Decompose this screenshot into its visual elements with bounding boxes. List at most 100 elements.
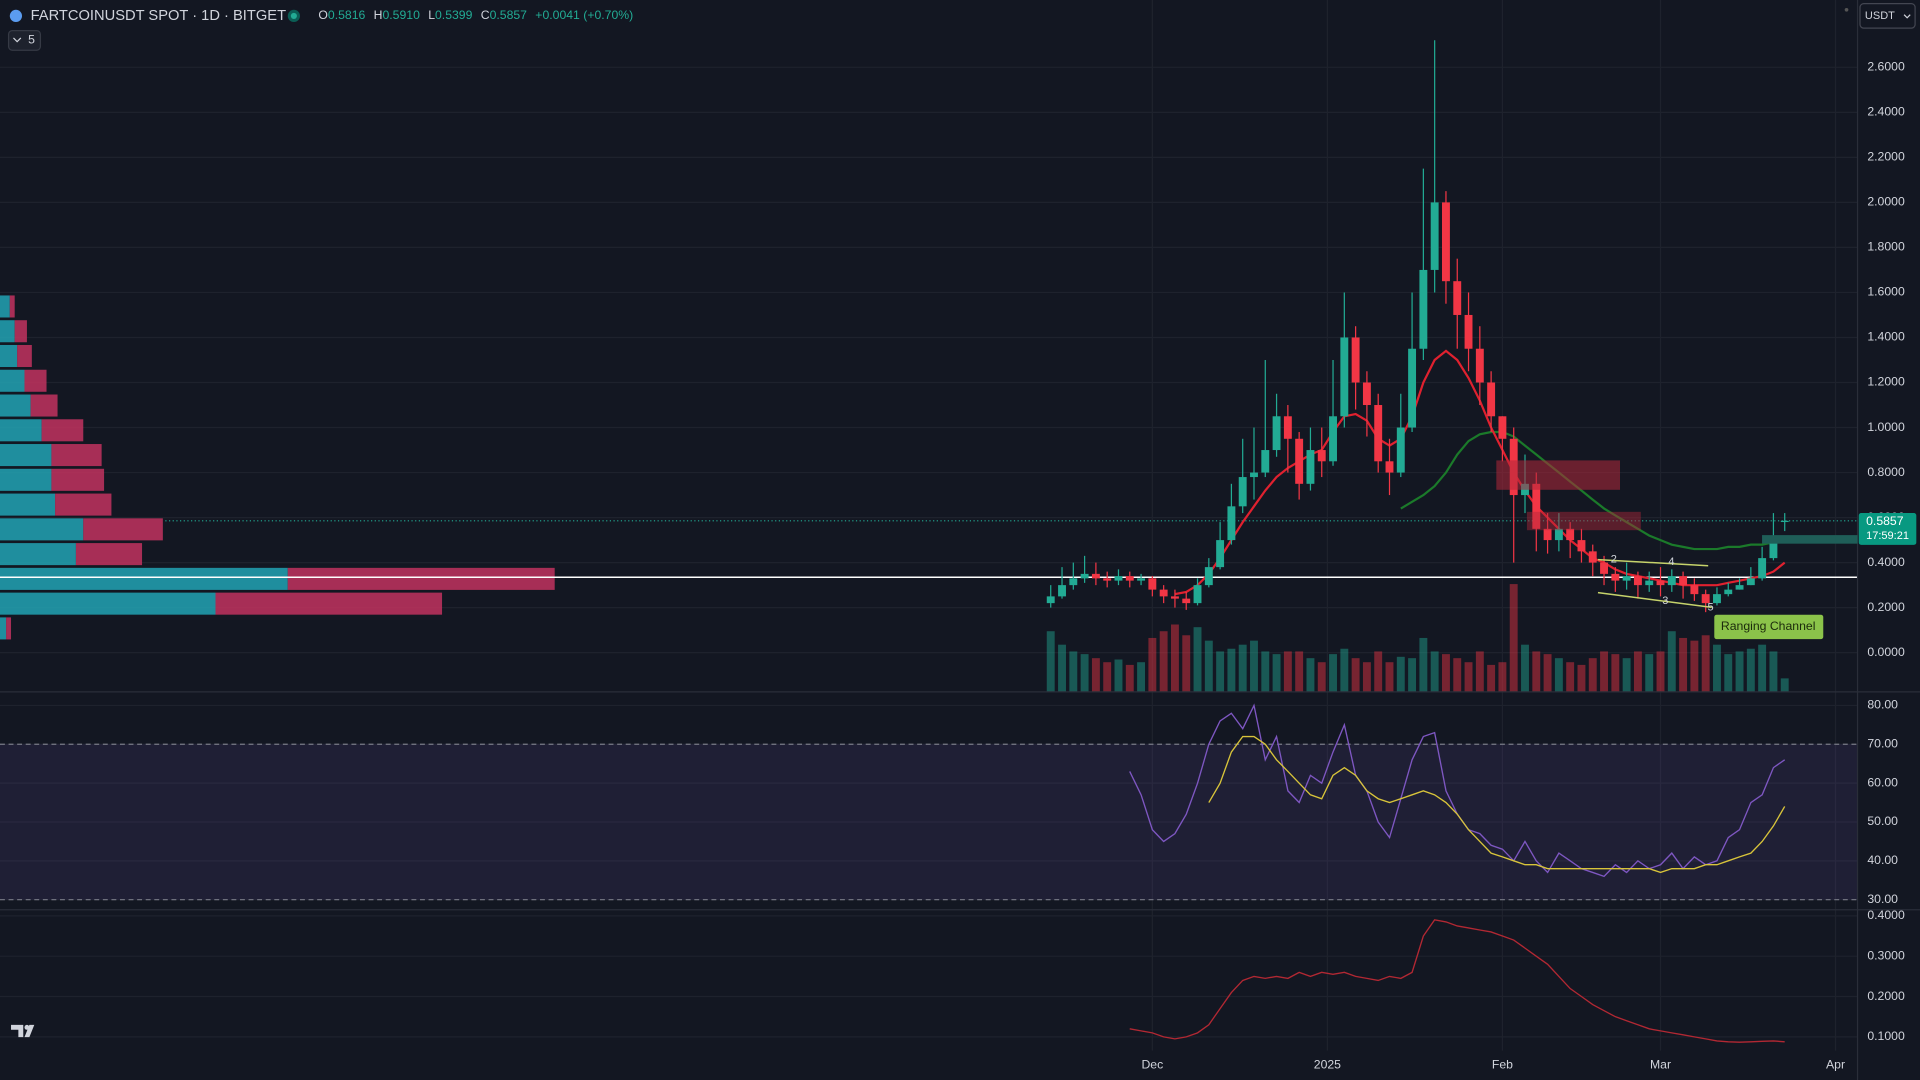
o-value: 0.5816 xyxy=(328,8,366,22)
candle-body xyxy=(1114,576,1123,581)
logo xyxy=(24,1024,30,1030)
candle-body xyxy=(1690,585,1699,595)
candle-body xyxy=(1046,596,1055,604)
volume-bar xyxy=(1137,662,1146,692)
volume-bar xyxy=(1216,651,1225,692)
volume-bar xyxy=(1159,631,1168,692)
h-label: H xyxy=(374,8,383,22)
volume-bar xyxy=(1667,631,1676,692)
y-tick-label: 1.8000 xyxy=(1867,240,1905,254)
y-tick-label: 1.4000 xyxy=(1867,330,1905,344)
candle-body xyxy=(1645,580,1654,586)
currency-button[interactable] xyxy=(1859,3,1916,29)
volume-bar xyxy=(1204,640,1213,692)
candle-body xyxy=(1566,528,1575,541)
wave-label: 5 xyxy=(1708,601,1714,613)
y-tick-label: 70.00 xyxy=(1867,737,1898,751)
candle-body xyxy=(1532,483,1541,529)
candle-body xyxy=(1408,348,1417,428)
y-tick-label: 1.0000 xyxy=(1867,420,1905,434)
o-label: O xyxy=(318,8,328,22)
candle-body xyxy=(1374,405,1383,462)
volume-bar xyxy=(1058,644,1066,692)
y-tick-label: 0.0000 xyxy=(1867,645,1905,659)
candle-body xyxy=(1543,528,1552,541)
candle-body xyxy=(1182,598,1191,604)
volume-bar xyxy=(1317,662,1326,692)
profile-down xyxy=(75,543,143,566)
candle-body xyxy=(1159,589,1168,597)
volume-bar xyxy=(1238,644,1247,692)
x-tick-label: Apr xyxy=(1826,1058,1845,1072)
candle-body xyxy=(1746,578,1755,586)
volume-bar xyxy=(1769,651,1778,692)
profile-up xyxy=(0,493,56,516)
volume-bar xyxy=(1306,658,1315,692)
volume-bar xyxy=(1374,651,1383,692)
status-dot xyxy=(290,12,297,19)
candle-body xyxy=(1769,535,1778,559)
indicator-line xyxy=(1129,919,1785,1043)
wave-label: 3 xyxy=(1662,595,1668,607)
profile-down xyxy=(30,394,58,417)
c-label: C xyxy=(481,8,490,22)
profile-up xyxy=(0,592,216,615)
symbol-icon xyxy=(9,9,23,23)
volume-bar xyxy=(1069,651,1078,692)
l-label: L xyxy=(428,8,435,22)
volume-bar xyxy=(1543,654,1552,692)
candle-body xyxy=(1250,472,1258,478)
candle-body xyxy=(1193,585,1202,604)
volume-bar xyxy=(1780,678,1789,692)
volume-bar xyxy=(1340,648,1349,692)
profile-down xyxy=(14,320,27,343)
candle-body xyxy=(1498,416,1507,439)
candle-body xyxy=(1453,281,1462,315)
supply-zone xyxy=(1496,460,1620,490)
candle-body xyxy=(1464,314,1473,349)
candle-body xyxy=(1340,337,1349,417)
profile-up xyxy=(0,543,76,566)
volume-bar xyxy=(1498,662,1507,692)
profile-up xyxy=(0,320,15,343)
volume-bar xyxy=(1396,656,1405,692)
candle-body xyxy=(1137,578,1146,581)
profile-up xyxy=(0,518,84,541)
volume-bar xyxy=(1091,658,1100,692)
candle-body xyxy=(1611,573,1620,581)
volume-bar xyxy=(1656,651,1665,692)
candle-body xyxy=(1419,269,1428,349)
candle-body xyxy=(1272,416,1281,451)
profile-down xyxy=(51,468,105,491)
profile-up xyxy=(0,295,10,318)
volume-bar xyxy=(1577,664,1586,692)
indicator-toggle[interactable] xyxy=(7,30,42,51)
volume-bar xyxy=(1295,651,1304,692)
profile-up xyxy=(0,394,31,417)
profile-up xyxy=(0,419,42,442)
candle-body xyxy=(1588,551,1597,563)
volume-bar xyxy=(1227,648,1236,692)
candle-body xyxy=(1238,477,1247,507)
volume-bar xyxy=(1464,662,1473,692)
profile-down xyxy=(6,617,12,640)
volume-bar xyxy=(1532,651,1541,692)
y-tick-label: 60.00 xyxy=(1867,775,1898,789)
volume-bar xyxy=(1362,662,1371,692)
volume-bar xyxy=(1193,627,1202,692)
profile-down xyxy=(41,419,84,442)
candle-body xyxy=(1600,562,1608,574)
y-tick-label: 0.3000 xyxy=(1867,948,1905,962)
volume-bar xyxy=(1103,662,1112,692)
profile-up xyxy=(0,617,7,640)
candle-body xyxy=(1701,594,1710,604)
candle-body xyxy=(1069,578,1078,586)
candle-body xyxy=(1633,576,1642,586)
volume-bar xyxy=(1679,637,1688,692)
candle-body xyxy=(1306,450,1315,484)
symbol[interactable]: FARTCOINUSDT SPOT · 1D · BITGET xyxy=(31,8,286,24)
annotation: Ranging Channel xyxy=(1721,619,1816,633)
candle-body xyxy=(1148,578,1157,590)
